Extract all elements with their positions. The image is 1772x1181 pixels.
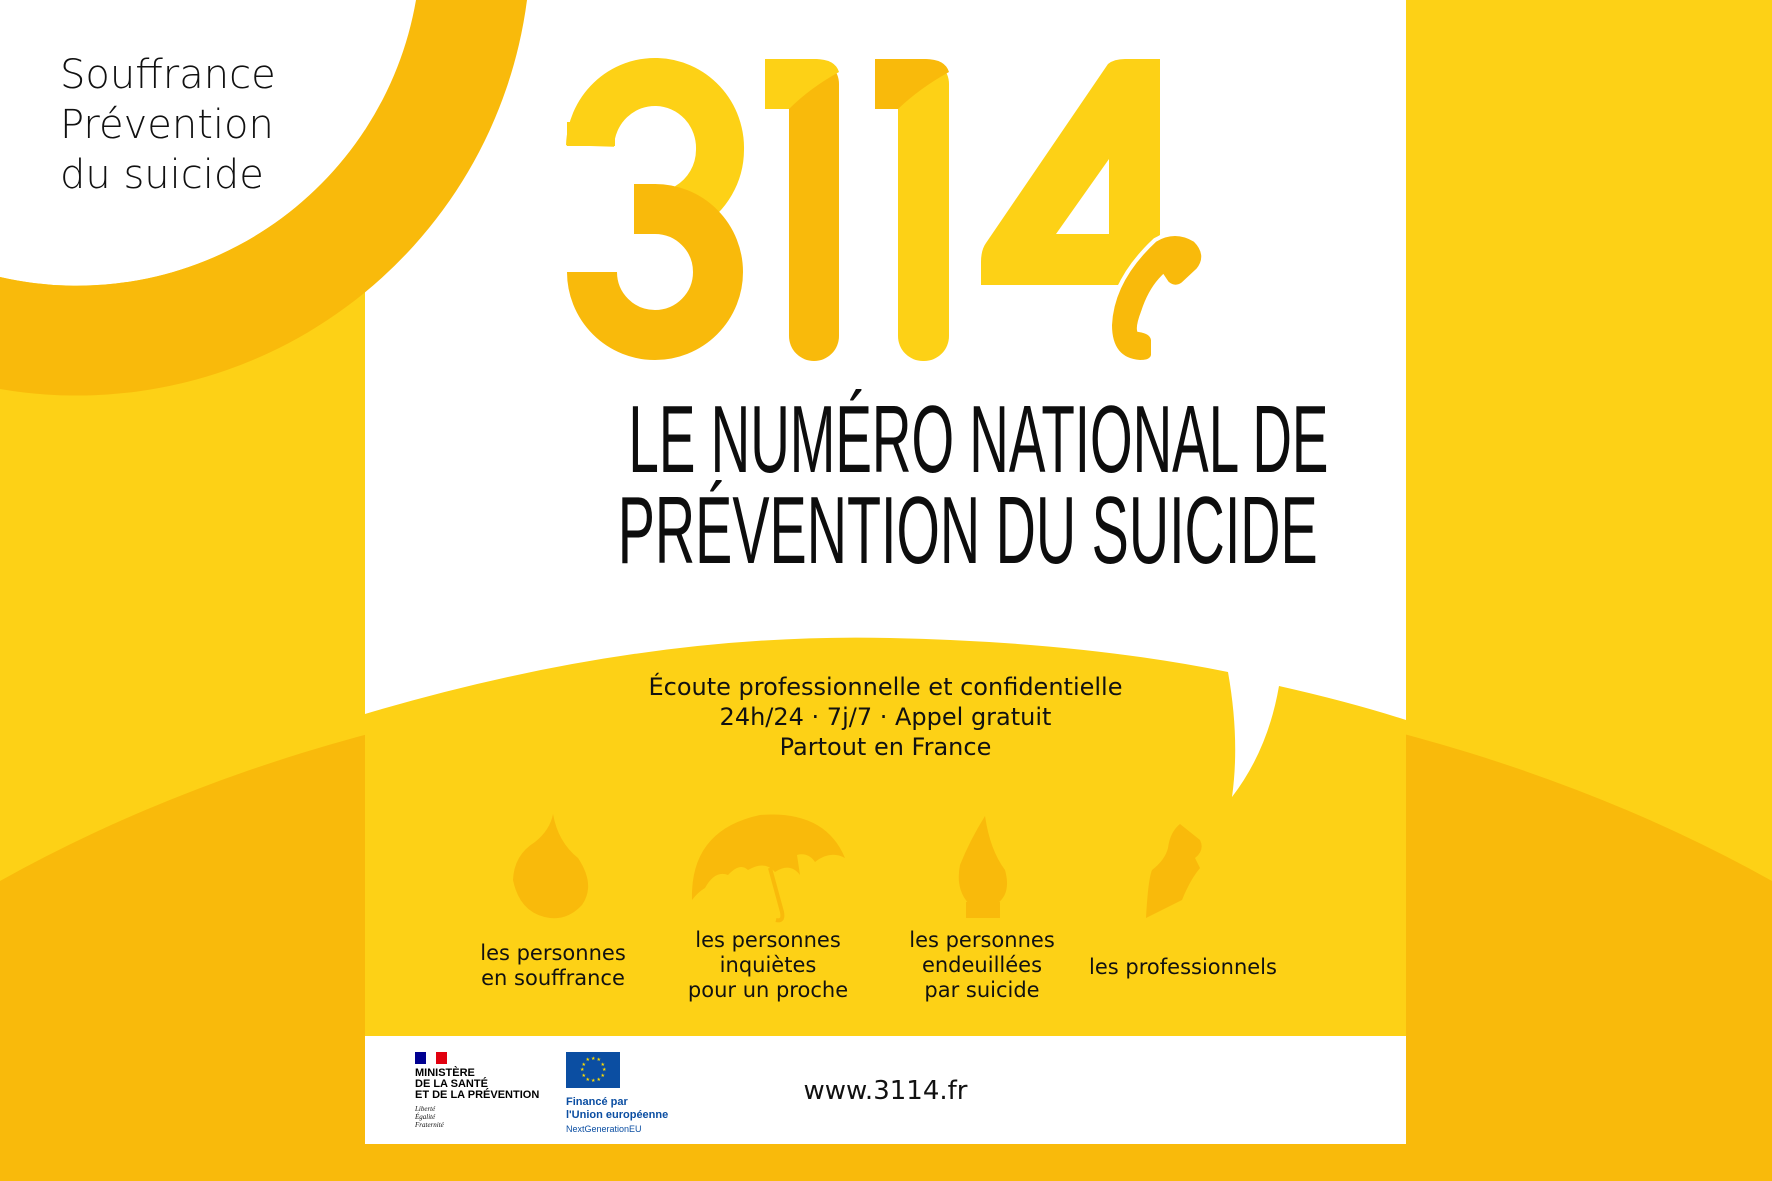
eu-star-icon: ★ [591,1056,596,1062]
drop-icon [513,814,589,919]
speech-bubble [365,637,1406,1036]
audience-label: les personnes [695,928,841,952]
fountain-pen-icon [1146,824,1202,918]
audience-icons [513,814,1202,923]
headline-line-2: PRÉVENTION DU SUICIDE [365,483,1406,579]
eu-star-icon: ★ [600,1072,605,1079]
subtitle-line: Partout en France [779,733,992,761]
tagline-line: Prévention [60,102,274,148]
motto-line: Liberté [415,1105,436,1113]
flame-icon [958,816,1008,918]
eu-funding-text: Financé par [566,1096,628,1108]
eu-star-icon: ★ [585,1057,590,1064]
headline-text: LE NUMÉRO NATIONAL DE [628,386,1329,493]
headline-line-1: LE NUMÉRO NATIONAL DE [365,392,1406,488]
eu-star-icon: ★ [596,1076,601,1083]
ministry-name: ET DE LA PRÉVENTION [415,1089,540,1101]
eu-star-icon: ★ [581,1072,586,1079]
umbrella-icon [691,814,845,923]
eu-logo: ★ ★ ★ ★ ★ ★ ★ ★ ★ ★ ★ ★ Financé par l'Union europée… [566,1052,668,1134]
tagline-line: du suicide [60,152,264,198]
service-description: Écoute professionnelle et confidentielle… [365,672,1406,762]
motto-line: Égalité [415,1113,436,1121]
logo-3114 [566,57,1206,365]
audience-label: les personnes [909,928,1055,952]
eu-program: NextGenerationEU [566,1124,642,1134]
ministry-logo: MINISTÈRE DE LA SANTÉ ET DE LA PRÉVENTIO… [415,1052,539,1129]
audience-professionals: les professionnels [1073,955,1293,980]
eu-funding-text: l'Union européenne [566,1109,669,1121]
eu-star-icon: ★ [591,1078,596,1084]
ring-shape [0,0,527,396]
subtitle-line: Écoute professionnelle et confidentielle [648,673,1123,701]
audience-label: les professionnels [1089,955,1277,979]
audience-label: les personnes [480,941,626,965]
audience-bereaved: les personnes endeuillées par suicide [877,928,1087,1003]
eu-star-icon: ★ [600,1061,605,1068]
audience-label: inquiètes [719,953,817,977]
website-link[interactable]: www.3114.fr [803,1076,968,1106]
audience-label: par suicide [924,978,1040,1002]
audience-worried: les personnes inquiètes pour un proche [663,928,873,1003]
eu-star-icon: ★ [580,1067,585,1073]
ministry-name: MINISTÈRE [415,1067,475,1079]
audience-suffering: les personnes en souffrance [448,941,658,991]
eu-star-icon: ★ [585,1076,590,1083]
subtitle-line: 24h/24 · 7j/7 · Appel gratuit [719,703,1052,731]
audience-label: endeuillées [921,953,1043,977]
french-flag-icon [415,1052,448,1064]
tagline: Souffrance Prévention du suicide [60,50,276,200]
audience-label: en souffrance [481,966,625,990]
eu-star-icon: ★ [581,1061,586,1068]
phone-handset-icon [1107,232,1206,365]
footer-strip [365,1036,1406,1144]
ministry-name: DE LA SANTÉ [415,1078,488,1090]
audience-label: pour un proche [687,978,849,1002]
headline-text: PRÉVENTION DU SUICIDE [617,477,1318,584]
motto-line: Fraternité [415,1121,444,1129]
eu-star-icon: ★ [596,1057,601,1064]
eu-star-icon: ★ [602,1067,607,1073]
eu-flag-icon: ★ ★ ★ ★ ★ ★ ★ ★ ★ ★ ★ ★ [566,1052,620,1088]
tagline-line: Souffrance [60,52,276,98]
